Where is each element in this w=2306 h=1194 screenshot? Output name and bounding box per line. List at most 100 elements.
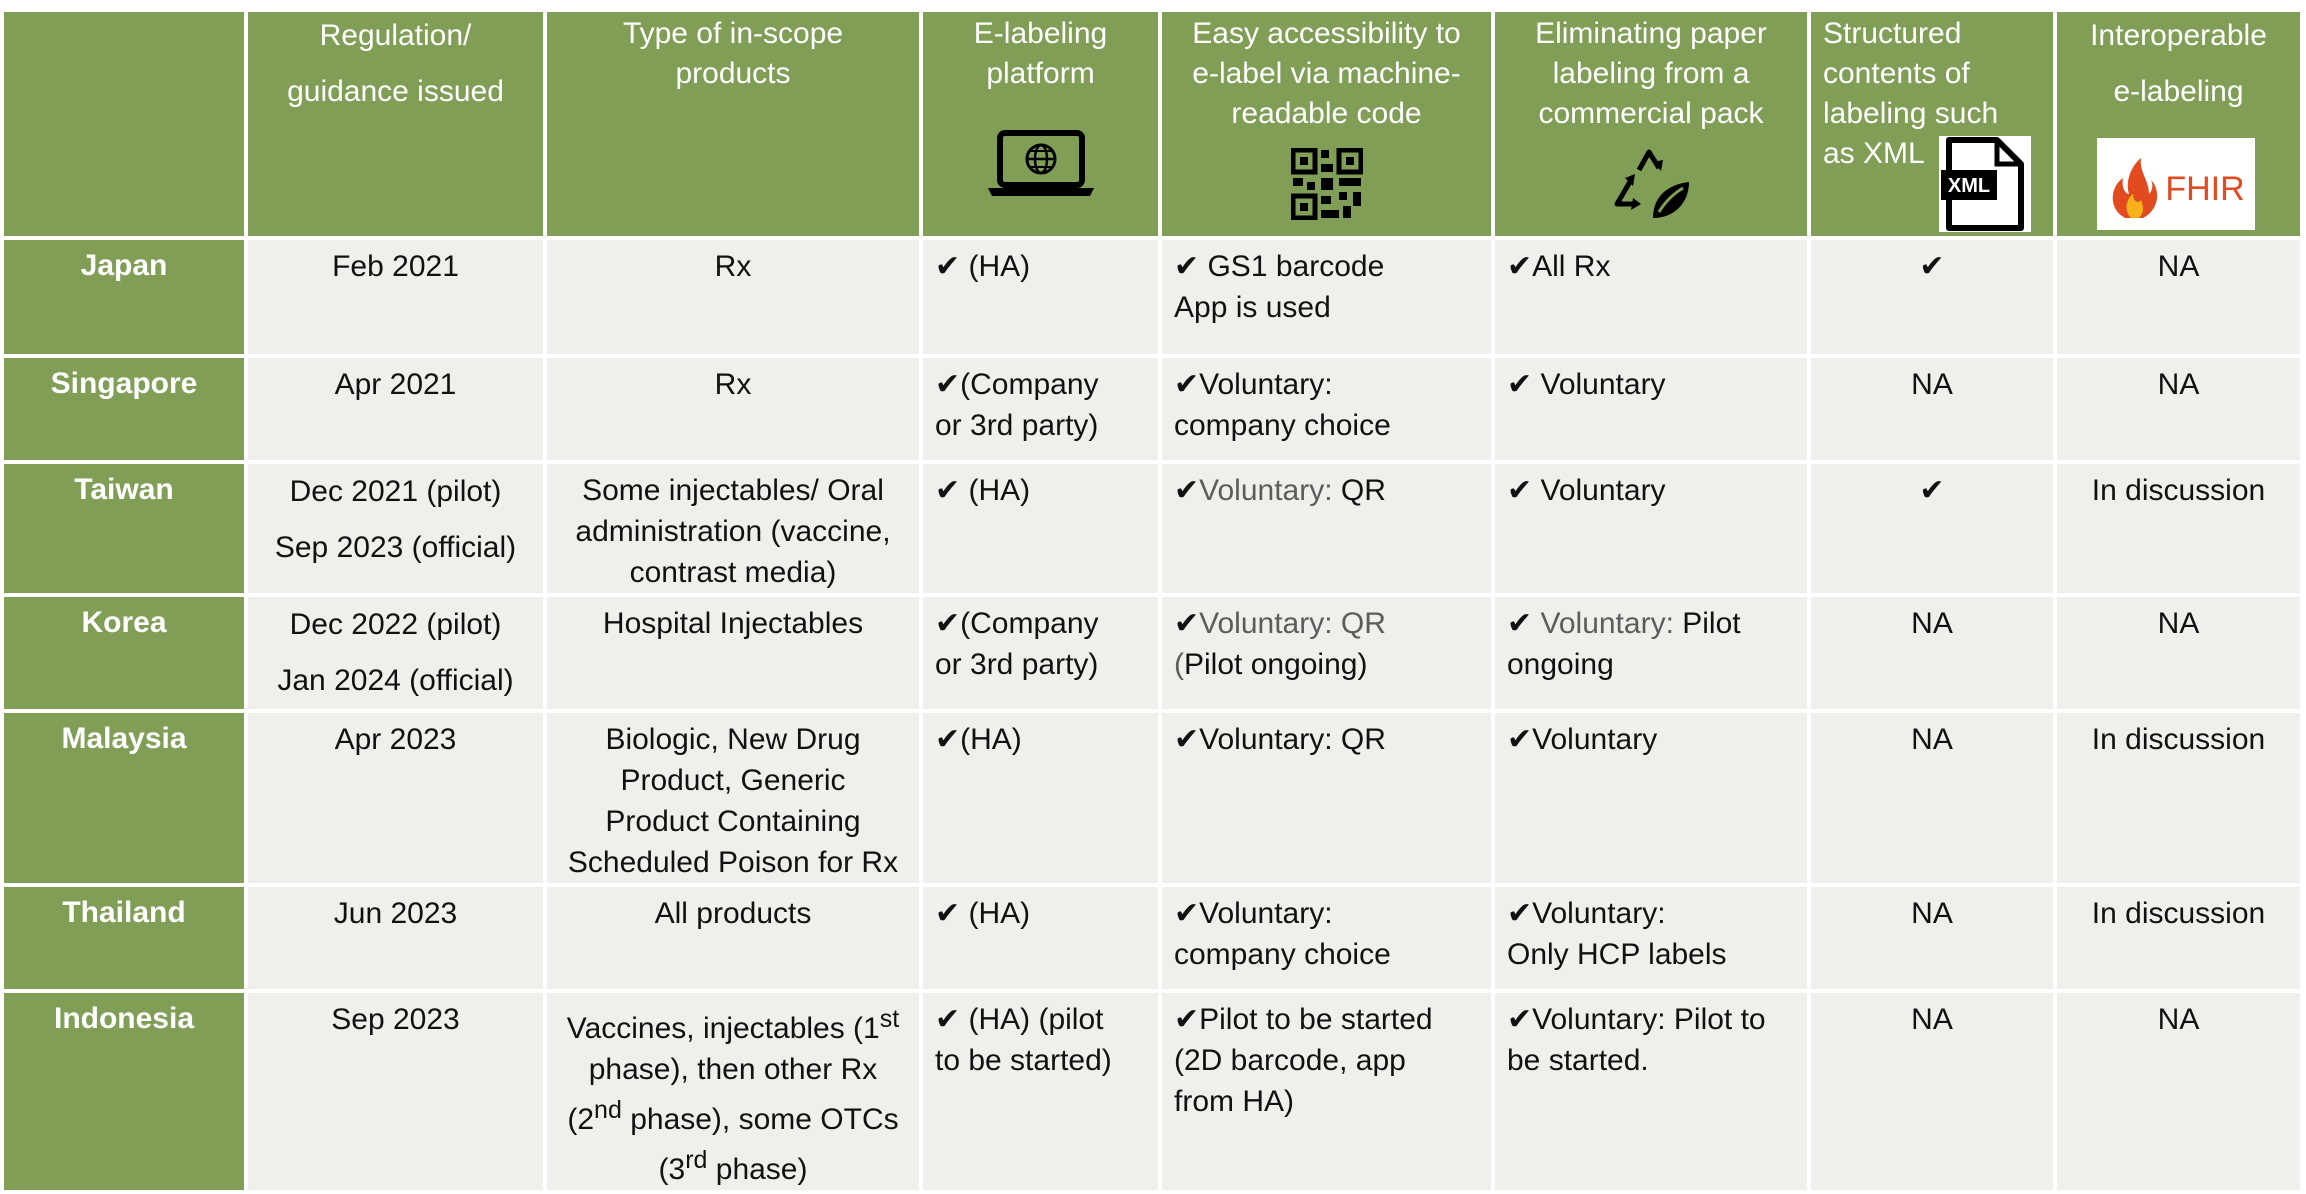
header-platform: E-labeling platform (919, 8, 1162, 240)
accessibility-text: App is used (1174, 291, 1331, 324)
ordinal-suffix: nd (594, 1096, 622, 1124)
products-text: Vaccines, injectables (1 (566, 1012, 880, 1045)
table-row: Indonesia Sep 2023 Vaccines, injectables… (0, 989, 2304, 1194)
table-row: Singapore Apr 2021 Rx ✔(Company or 3rd p… (0, 354, 2304, 464)
accessibility-voluntary-text: Voluntary: (1199, 474, 1333, 507)
e-labeling-comparison-table: Regulation/ guidance issued Type of in-s… (0, 8, 2304, 1194)
interop-text: In discussion (2091, 474, 2266, 507)
products-text: Product Containing (605, 805, 861, 838)
products-text: (2 (567, 1103, 595, 1136)
regulation-text: Apr 2023 (334, 723, 457, 756)
country-label: Thailand (0, 883, 248, 993)
header-structured-line-1: Structured (1823, 17, 1962, 50)
products-text: Some injectables/ Oral (582, 474, 884, 507)
paper-text: ✔Voluntary (1507, 723, 1658, 756)
regulation-cell: Dec 2022 (pilot) Jan 2024 (official) (244, 593, 547, 713)
structured-cell: ✔ (1807, 460, 2057, 597)
regulation-text: Jan 2024 (official) (277, 664, 514, 697)
structured-text: NA (1911, 368, 1953, 401)
accessibility-voluntary-text: Voluntary: QR (1199, 607, 1386, 640)
header-platform-line-2: platform (986, 57, 1095, 90)
products-text: contrast media) (629, 556, 837, 589)
products-text: administration (vaccine, (575, 515, 891, 548)
header-paper-line-2: labeling from a (1552, 57, 1750, 90)
accessibility-text: company choice (1174, 938, 1391, 971)
regulation-cell: Dec 2021 (pilot) Sep 2023 (official) (244, 460, 547, 597)
table-row: Korea Dec 2022 (pilot) Jan 2024 (officia… (0, 593, 2304, 713)
header-structured-line-3: labeling such (1823, 97, 1999, 130)
header-country (0, 8, 248, 240)
accessibility-cell: ✔Voluntary: company choice (1158, 883, 1495, 993)
country-label: Korea (0, 593, 248, 713)
paper-text: be started. (1507, 1044, 1649, 1077)
accessibility-cell: ✔Voluntary: QR (1158, 709, 1495, 887)
structured-text: NA (1911, 1003, 1953, 1036)
accessibility-cell: ✔Voluntary: QR (1158, 460, 1495, 597)
table-row: Malaysia Apr 2023 Biologic, New Drug Pro… (0, 709, 2304, 887)
regulation-text: Sep 2023 (official) (274, 531, 517, 564)
header-row: Regulation/ guidance issued Type of in-s… (0, 8, 2304, 240)
header-products-line-2: products (675, 57, 791, 90)
paper-text: Only HCP labels (1507, 938, 1727, 971)
regulation-cell: Sep 2023 (244, 989, 547, 1194)
country-label: Singapore (0, 354, 248, 464)
platform-text: ✔ (HA) (935, 474, 1031, 507)
paper-text: ✔ Voluntary (1507, 474, 1666, 507)
header-accessibility-line-3: readable code (1231, 97, 1422, 130)
header-interop: Interoperable e-labeling FHIR (2053, 8, 2304, 240)
header-structured-line-4: as XML (1823, 137, 1925, 170)
regulation-cell: Apr 2021 (244, 354, 547, 464)
interop-cell: In discussion (2053, 460, 2304, 597)
accessibility-cell: ✔ GS1 barcode App is used (1158, 236, 1495, 358)
products-text: Hospital Injectables (602, 607, 864, 640)
regulation-text: Dec 2022 (pilot) (289, 608, 502, 641)
products-cell: Hospital Injectables (543, 593, 923, 713)
check-mark: ✔ (1174, 474, 1200, 507)
interop-text: NA (2157, 250, 2200, 283)
header-paper-line-1: Eliminating paper (1535, 17, 1767, 50)
products-text: All products (654, 897, 812, 930)
table-row: Taiwan Dec 2021 (pilot) Sep 2023 (offici… (0, 460, 2304, 597)
products-cell: All products (543, 883, 923, 993)
accessibility-text: Pilot ongoing) (1184, 648, 1368, 681)
structured-text: NA (1911, 723, 1953, 756)
table-row: Japan Feb 2021 Rx ✔ (HA) ✔ GS1 barcode A… (0, 236, 2304, 358)
interop-text: In discussion (2091, 897, 2266, 930)
interop-cell: In discussion (2053, 709, 2304, 887)
accessibility-text: company choice (1174, 409, 1391, 442)
structured-text: ✔ (1919, 250, 1945, 283)
xml-badge-text: XML (1948, 175, 1990, 197)
interop-cell: NA (2053, 593, 2304, 713)
platform-cell: ✔(Company or 3rd party) (919, 354, 1162, 464)
products-text: Biologic, New Drug (605, 723, 861, 756)
accessibility-cell: ✔Voluntary: QR (Pilot ongoing) (1158, 593, 1495, 713)
paper-text: ongoing (1507, 648, 1614, 681)
regulation-text: Apr 2021 (334, 368, 457, 401)
header-products-line-1: Type of in-scope (622, 17, 844, 50)
regulation-text: Jun 2023 (333, 897, 458, 930)
products-cell: Vaccines, injectables (1st phase), then … (543, 989, 923, 1194)
header-accessibility-line-1: Easy accessibility to (1192, 17, 1461, 50)
products-text: (3 (658, 1153, 686, 1186)
regulation-text: Sep 2023 (331, 1003, 460, 1036)
structured-text: ✔ (1919, 474, 1945, 507)
products-text: Rx (714, 250, 752, 283)
platform-text: ✔(HA) (935, 723, 1022, 756)
accessibility-text: ✔ GS1 barcode (1174, 250, 1385, 283)
paper-text: ✔All Rx (1507, 250, 1611, 283)
fhir-logo-text: FHIR (2165, 170, 2244, 208)
structured-cell: ✔ (1807, 236, 2057, 358)
paper-cell: ✔ Voluntary (1491, 354, 1811, 464)
header-interop-line-1: Interoperable (2090, 19, 2267, 52)
header-regulation: Regulation/ guidance issued (244, 8, 547, 240)
interop-text: NA (2157, 368, 2200, 401)
accessibility-text: ✔Voluntary: (1174, 897, 1333, 930)
header-products: Type of in-scope products (543, 8, 923, 240)
paper-voluntary-text: Voluntary: (1540, 607, 1674, 640)
paper-text: ✔Voluntary: (1507, 897, 1666, 930)
header-structured-line-2: contents of (1823, 57, 1970, 90)
regulation-cell: Feb 2021 (244, 236, 547, 358)
country-label: Indonesia (0, 989, 248, 1194)
country-label: Taiwan (0, 460, 248, 597)
accessibility-cell: ✔Pilot to be started (2D barcode, app fr… (1158, 989, 1495, 1194)
